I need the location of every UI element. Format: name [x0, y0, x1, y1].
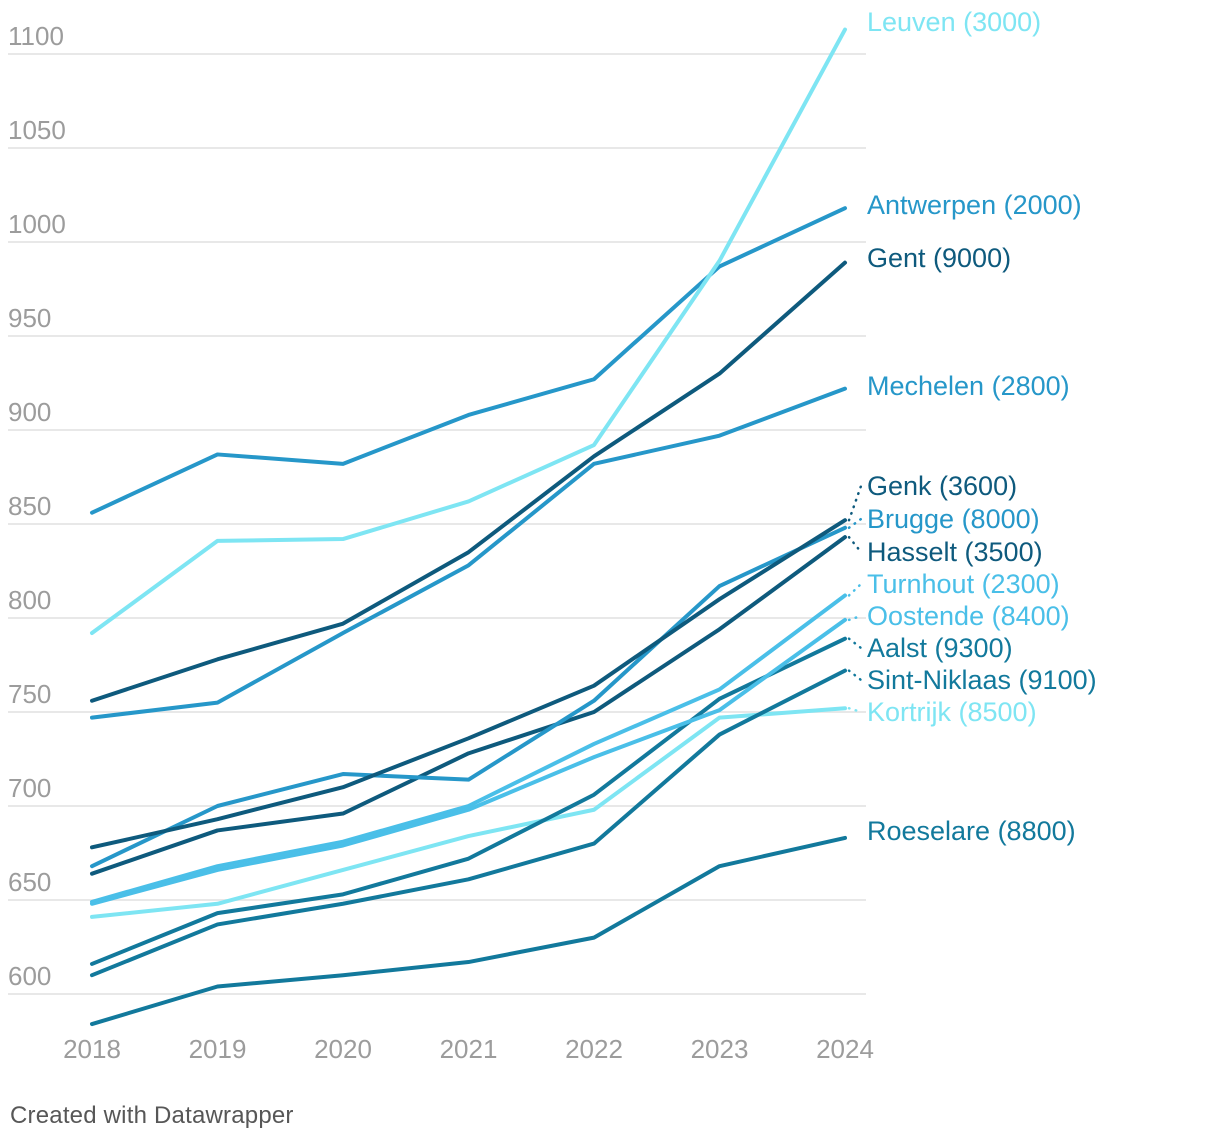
- series-label-aalst: Aalst (9300): [867, 633, 1013, 663]
- label-leader-turnhout: [847, 582, 863, 597]
- x-axis-tick-label: 2024: [816, 1034, 874, 1064]
- footer-credit: Created with Datawrapper: [10, 1102, 294, 1129]
- y-axis-tick-label: 700: [8, 773, 51, 803]
- label-leader-hasselt: [847, 535, 863, 554]
- y-axis-tick-label: 950: [8, 303, 51, 333]
- label-leader-brugge: [847, 517, 863, 530]
- series-label-roeselare: Roeselare (8800): [867, 816, 1076, 846]
- y-axis-tick-label: 900: [8, 397, 51, 427]
- x-axis-tick-label: 2019: [189, 1034, 247, 1064]
- series-line-roeselare: [90, 835, 847, 1027]
- series-line-kortrijk: [90, 706, 847, 919]
- series-label-antwerpen: Antwerpen (2000): [867, 190, 1082, 220]
- x-axis-tick-label: 2020: [314, 1034, 372, 1064]
- series-label-hasselt: Hasselt (3500): [867, 537, 1043, 567]
- series-line-brugge: [90, 525, 847, 869]
- y-axis-tick-label: 1050: [8, 115, 66, 145]
- series-line-hasselt: [90, 535, 847, 876]
- series-label-kortrijk: Kortrijk (8500): [867, 697, 1037, 727]
- label-leader-oostende: [847, 614, 863, 622]
- y-axis-tick-label: 850: [8, 491, 51, 521]
- series-label-brugge: Brugge (8000): [867, 504, 1040, 534]
- y-axis-tick-label: 650: [8, 867, 51, 897]
- label-leader-sint-niklaas: [847, 669, 863, 682]
- series-line-antwerpen: [90, 206, 847, 515]
- y-axis-tick-label: 600: [8, 961, 51, 991]
- series-line-mechelen: [90, 386, 847, 720]
- label-leader-genk: [847, 484, 863, 522]
- series-line-aalst: [90, 636, 847, 966]
- x-axis-tick-label: 2021: [440, 1034, 498, 1064]
- x-axis-tick-label: 2022: [565, 1034, 623, 1064]
- y-axis-tick-label: 1100: [8, 21, 64, 51]
- y-axis-tick-label: 1000: [8, 209, 66, 239]
- series-line-sint-niklaas: [90, 668, 847, 978]
- series-label-leuven: Leuven (3000): [867, 7, 1041, 37]
- x-axis-tick-label: 2018: [63, 1034, 121, 1064]
- label-leader-kortrijk: [847, 706, 863, 714]
- series-label-mechelen: Mechelen (2800): [867, 371, 1070, 401]
- x-axis-tick-label: 2023: [691, 1034, 749, 1064]
- series-line-turnhout: [90, 593, 847, 904]
- series-label-gent: Gent (9000): [867, 243, 1011, 273]
- label-leader-aalst: [847, 637, 863, 650]
- series-label-sint-niklaas: Sint-Niklaas (9100): [867, 665, 1097, 695]
- series-label-genk: Genk (3600): [867, 471, 1017, 501]
- y-axis-tick-label: 800: [8, 585, 51, 615]
- series-label-turnhout: Turnhout (2300): [867, 569, 1060, 599]
- series-line-gent: [90, 260, 847, 703]
- series-line-genk: [90, 518, 847, 850]
- y-axis-tick-label: 750: [8, 679, 51, 709]
- series-line-oostende: [90, 617, 847, 906]
- series-line-leuven: [90, 27, 847, 636]
- series-label-oostende: Oostende (8400): [867, 601, 1070, 631]
